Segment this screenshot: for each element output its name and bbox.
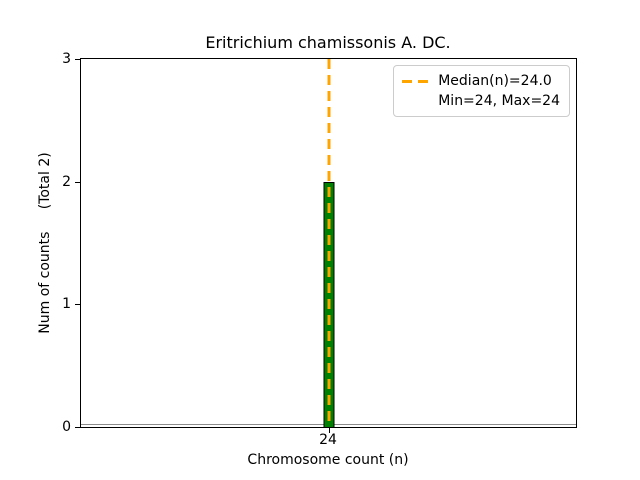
y-tick-mark: [75, 304, 80, 306]
legend-label-minmax: Min=24, Max=24: [438, 93, 560, 109]
chart-title: Eritrichium chamissonis A. DC.: [205, 33, 451, 52]
legend: Median(n)=24.0 Min=24, Max=24: [393, 65, 570, 117]
median-line: [327, 59, 330, 427]
x-axis-label: Chromosome count (n): [247, 452, 409, 468]
y-tick-mark: [75, 181, 80, 183]
legend-row-median: Median(n)=24.0: [402, 71, 560, 91]
y-tick-label: 1: [62, 296, 71, 313]
x-tick-mark: [328, 428, 330, 433]
y-tick-mark: [75, 59, 80, 60]
y-tick-label: 0: [62, 419, 71, 435]
median-dash-legend-marker: [402, 79, 429, 83]
legend-row-minmax: Min=24, Max=24: [402, 91, 560, 111]
x-tick-label: 24: [319, 432, 337, 448]
legend-marker-spacer: [402, 100, 428, 103]
y-tick-label: 3: [62, 51, 71, 67]
plot-area: Median(n)=24.0 Min=24, Max=24 0 1 2 3: [62, 51, 577, 435]
legend-label-median: Median(n)=24.0: [438, 73, 552, 89]
y-tick-mark: [75, 427, 80, 428]
y-tick-label: 2: [62, 173, 71, 190]
